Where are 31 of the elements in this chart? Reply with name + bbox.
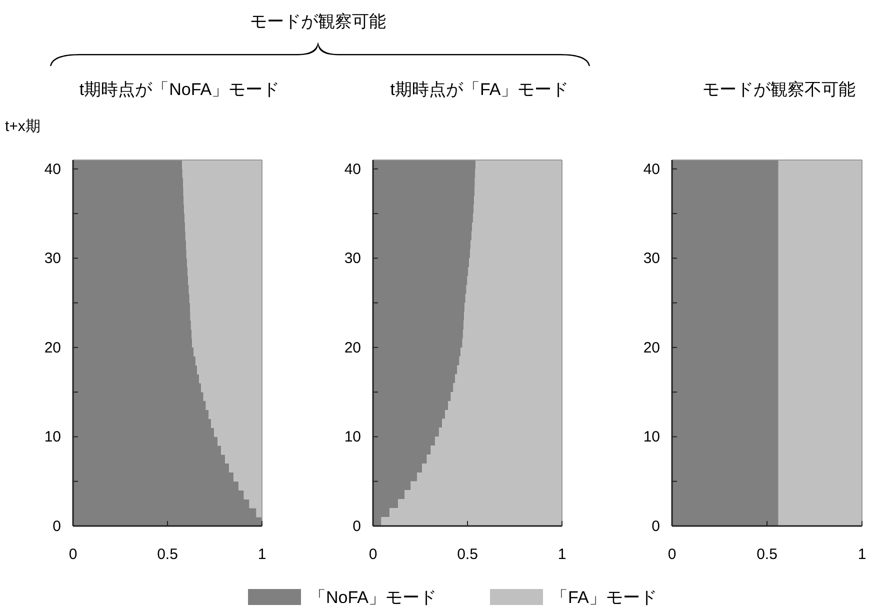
y-tick-label: 20	[344, 339, 361, 356]
x-tick-label: 0.5	[157, 546, 178, 563]
y-tick-label: 10	[344, 428, 361, 446]
x-tick-label: 0.5	[756, 546, 778, 563]
x-tick-label: 0	[68, 546, 78, 563]
chart-title: t期時点が「NoFA」モード	[79, 80, 280, 99]
chart-title: モードが観察不可能	[702, 80, 856, 99]
y-tick-label: 40	[643, 160, 660, 178]
x-tick-label: 1	[858, 546, 866, 563]
y-tick-label: 30	[643, 250, 660, 268]
y-tick-label: 40	[44, 160, 61, 178]
y-tick-label: 10	[44, 428, 61, 446]
chart-title: t期時点が「FA」モード	[390, 80, 569, 99]
y-tick-label: 30	[44, 250, 61, 268]
y-tick-label: 40	[344, 160, 361, 178]
y-tick-label: 0	[652, 518, 660, 535]
x-tick-label: 1	[558, 546, 566, 563]
y-tick-label: 20	[44, 339, 61, 356]
y-tick-label: 30	[344, 250, 361, 268]
legend-label: 「FA」モード	[551, 588, 657, 607]
y-tick-label: 0	[52, 518, 61, 535]
x-tick-label: 0	[668, 546, 676, 563]
y-tick-label: 10	[643, 428, 660, 446]
x-tick-label: 0	[368, 546, 378, 563]
text: モードが観察可能	[250, 12, 386, 31]
x-tick-label: 0.5	[457, 546, 478, 563]
x-tick-label: 1	[258, 546, 266, 563]
y-axis-title: t+x期	[5, 118, 40, 135]
y-tick-label: 0	[352, 518, 361, 535]
y-tick-label: 20	[643, 339, 660, 356]
legend-label: 「NoFA」モード	[309, 588, 437, 607]
